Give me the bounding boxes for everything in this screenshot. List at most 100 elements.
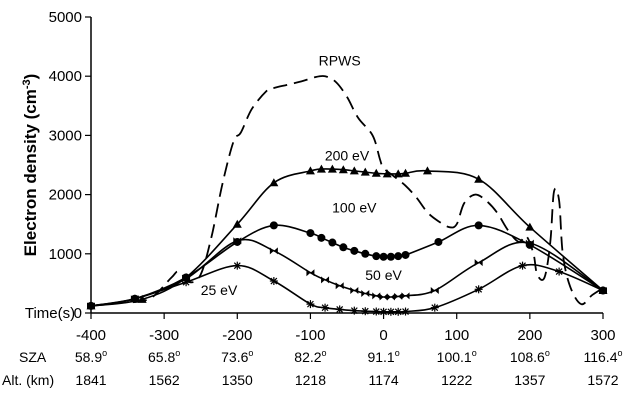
data-point-25-ev (555, 267, 564, 276)
series-label-50-ev: 50 eV (365, 267, 402, 283)
altitude-value: 1357 (514, 372, 545, 388)
y-tick-label: 4000 (49, 68, 82, 85)
sza-value: 100.1o (437, 348, 477, 365)
x-tick-label: 0 (379, 327, 387, 344)
altitude-value: 1350 (222, 372, 253, 388)
data-point-200-ev (232, 219, 242, 228)
y-tick-label: 3000 (49, 127, 82, 144)
data-point-50-ev (335, 282, 344, 290)
data-point-25-ev (130, 294, 139, 303)
series-label-100-ev: 100 eV (332, 199, 377, 215)
x-axis-ticks: -400 -300 -200 -100 0 100 200 300 (76, 313, 616, 344)
data-point-25-ev (386, 307, 395, 316)
data-point-100-ev (269, 221, 278, 230)
data-point-200-ev (401, 168, 411, 177)
data-point-25-ev (372, 307, 381, 316)
sza-value: 116.4o (583, 348, 622, 365)
x-tick-label: -300 (149, 327, 179, 344)
data-point-100-ev (306, 229, 315, 238)
data-point-50-ev (321, 276, 330, 284)
data-point-25-ev (182, 278, 191, 287)
altitude-value: 1174 (369, 372, 399, 388)
data-point-50-ev (474, 259, 483, 267)
y-tick-label: 5000 (49, 9, 82, 26)
data-point-25-ev (518, 261, 527, 270)
altitude-value: 1562 (149, 372, 180, 388)
y-tick-label: 0 (74, 305, 82, 322)
data-point-25-ev (306, 300, 315, 309)
data-point-25-ev (379, 307, 388, 316)
data-point-25-ev (321, 303, 330, 312)
data-point-100-ev (328, 238, 337, 247)
data-point-25-ev (401, 307, 410, 316)
altitude-value: 1218 (295, 372, 326, 388)
data-point-200-ev (327, 164, 337, 173)
data-point-50-ev (269, 247, 278, 255)
data-point-200-ev (422, 166, 432, 175)
sza-value: 65.8o (148, 348, 180, 365)
data-point-100-ev (394, 252, 403, 261)
data-point-50-ev (233, 237, 242, 245)
y-axis-label: Electron density (cm-3) (21, 74, 40, 257)
data-point-25-ev (233, 261, 242, 270)
data-point-100-ev (379, 252, 388, 261)
altitude-values: 1841 1562 1350 1218 1174 1222 1357 1572 (75, 372, 618, 388)
data-point-200-ev (360, 167, 370, 176)
data-point-50-ev (401, 292, 410, 300)
data-point-100-ev (386, 252, 395, 261)
data-point-100-ev (434, 237, 443, 246)
x-axis-label: Time(s) (25, 305, 75, 322)
data-point-50-ev (394, 292, 403, 300)
data-point-200-ev (525, 222, 535, 231)
data-point-100-ev (317, 233, 326, 242)
data-point-50-ev (430, 287, 439, 295)
data-point-200-ev (338, 165, 348, 174)
data-point-200-ev (474, 174, 484, 183)
series-label-25-ev: 25 eV (201, 282, 238, 298)
x-tick-label: 100 (444, 327, 469, 344)
data-point-50-ev (361, 289, 370, 297)
y-tick-label: 1000 (49, 246, 82, 263)
data-point-25-ev (430, 303, 439, 312)
data-point-200-ev (349, 166, 359, 175)
altitude-value: 1841 (75, 372, 106, 388)
series-line-rpws (90, 75, 604, 307)
data-point-200-ev (316, 164, 326, 173)
series-line-200-ev (90, 168, 604, 307)
data-point-25-ev (87, 301, 95, 310)
data-point-25-ev (394, 307, 403, 316)
sza-values: 58.9o 65.8o 73.6o 82.2o 91.1o 100.1o 108.6o 116… (75, 348, 623, 365)
data-point-100-ev (339, 243, 348, 252)
sza-value: 108.6o (510, 348, 550, 365)
y-axis-ticks: 0 1000 2000 3000 4000 5000 (49, 9, 91, 322)
data-point-200-ev (269, 178, 279, 187)
data-point-100-ev (401, 250, 410, 259)
series-label-200-ev: 200 eV (325, 147, 370, 163)
data-point-25-ev (335, 305, 344, 314)
sza-value: 58.9o (75, 348, 107, 365)
altitude-value: 1572 (587, 372, 618, 388)
x-tick-label: 200 (517, 327, 542, 344)
data-point-200-ev (393, 169, 403, 178)
data-point-100-ev (350, 246, 359, 255)
data-point-50-ev (379, 293, 388, 301)
sza-value: 91.1o (367, 348, 399, 365)
sza-value: 73.6o (221, 348, 253, 365)
data-point-25-ev (361, 307, 370, 316)
data-point-200-ev (305, 166, 315, 175)
axes (90, 17, 603, 314)
series-label-rpws: RPWS (319, 53, 361, 69)
data-point-100-ev (361, 249, 370, 258)
x-tick-label: -400 (76, 327, 106, 344)
sza-value: 82.2o (294, 348, 326, 365)
data-point-200-ev (371, 168, 381, 177)
altitude-value: 1222 (441, 372, 472, 388)
data-point-100-ev (372, 252, 381, 261)
data-point-25-ev (350, 306, 359, 315)
y-tick-label: 2000 (49, 187, 82, 204)
data-point-50-ev (386, 293, 395, 301)
data-point-50-ev (350, 287, 359, 295)
sza-row-label: SZA (19, 349, 47, 365)
series-labels: RPWS 200 eV 100 eV 50 eV 25 eV (201, 53, 403, 299)
